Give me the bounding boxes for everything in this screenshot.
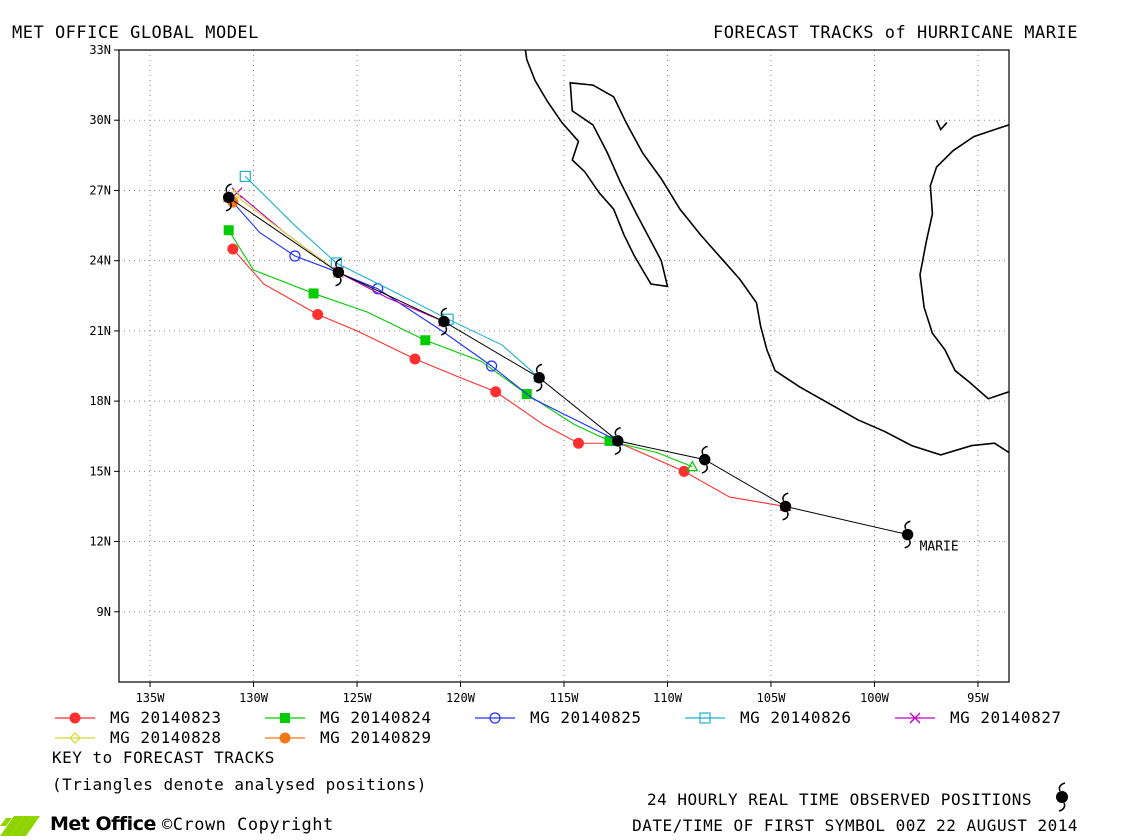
coast-line (919, 124, 1009, 400)
legend-marker (280, 713, 290, 723)
forecast-position-marker (485, 360, 498, 372)
tick-label-lon: 95W (967, 691, 989, 705)
legend-marker (489, 712, 501, 724)
analysed-position-marker (686, 460, 699, 472)
chart-title: FORECAST TRACKS of HURRICANE MARIE (713, 23, 1078, 43)
tick-label-lat: 12N (89, 535, 111, 549)
observed-track (222, 183, 914, 549)
storm-label: MARIE (920, 540, 959, 555)
legend-triangle-note: (Triangles denote analysed positions) (52, 775, 427, 794)
legend-marker (909, 712, 921, 724)
observed-position-symbol (438, 307, 450, 336)
legend-label: MG 20140825 (530, 708, 642, 727)
observed-position-symbol (699, 445, 711, 474)
forecast-position-marker (409, 353, 421, 365)
forecast-position-marker (312, 309, 324, 321)
tick-label-lon: 125W (343, 691, 373, 705)
tick-label-lon: 110W (653, 691, 683, 705)
legend-marker (69, 712, 81, 724)
observed-position-symbol (332, 258, 345, 287)
observed-position-symbol (533, 363, 545, 392)
legend-marker (69, 732, 81, 744)
series-line (234, 194, 339, 273)
observed-position-symbol (222, 183, 235, 212)
coastline (524, 50, 1009, 456)
forecast-position-marker (572, 437, 584, 449)
tick-label-lon: 120W (446, 691, 476, 705)
forecast-position-marker (227, 243, 239, 255)
tick-label-lat: 9N (97, 605, 111, 619)
forecast-position-marker (490, 386, 502, 398)
forecast-position-marker (239, 170, 251, 182)
tick-label-lat: 21N (89, 324, 111, 338)
tick-label-lat: 24N (89, 254, 111, 268)
series-line (228, 229, 693, 468)
legend-label: MG 20140826 (740, 708, 852, 727)
series-line (232, 248, 786, 507)
legend-symbols (55, 712, 935, 744)
tick-label-lon: 115W (550, 691, 580, 705)
series-mg-20140826 (239, 170, 546, 383)
tick-label-lat: 33N (89, 43, 111, 57)
series-line (236, 192, 445, 323)
tick-label-lon: 130W (239, 691, 269, 705)
forecast-position-marker (289, 250, 301, 262)
observed-position-symbol (779, 492, 792, 521)
forecast-position-marker (420, 335, 431, 346)
legend-label: MG 20140827 (950, 708, 1062, 727)
forecast-position-marker (678, 465, 690, 477)
series-mg-20140825 (223, 191, 624, 446)
tick-label-lat: 18N (89, 394, 111, 408)
axis-ticks: 135W 130W 125W 120W 115W 110W 105W 100W 95W 9N 12N… (89, 43, 989, 705)
coast-line (524, 50, 1009, 456)
legend-marker (279, 732, 291, 744)
tick-label-lon: 105W (757, 691, 787, 705)
forecast-position-marker (604, 435, 615, 446)
legend-label: MG 20140823 (110, 708, 222, 727)
legend-label: MG 20140829 (320, 728, 432, 747)
tick-label-lon: 135W (136, 691, 166, 705)
observed-positions-label: 24 HOURLY REAL TIME OBSERVED POSITIONS (646, 790, 1032, 809)
series-line (244, 176, 540, 379)
tick-label-lat: 27N (89, 183, 111, 197)
legend-key-title: KEY to FORECAST TRACKS (52, 748, 275, 767)
legend-marker (699, 712, 711, 724)
coast-line (935, 119, 948, 132)
observed-symbol-key (1056, 782, 1068, 812)
series-mg-20140828 (229, 189, 345, 277)
forecast-position-marker (308, 288, 319, 299)
legend-label: MG 20140824 (320, 708, 432, 727)
tick-label-lat: 30N (89, 113, 111, 127)
observed-line (228, 197, 908, 536)
copyright: ©Crown Copyright (162, 815, 334, 835)
observed-position-symbol (612, 426, 624, 455)
legend-label: MG 20140828 (110, 728, 222, 747)
tick-label-lon: 100W (860, 691, 890, 705)
met-office-logo-icon (0, 816, 40, 836)
first-symbol-datetime: DATE/TIME OF FIRST SYMBOL 00Z 22 AUGUST … (632, 816, 1078, 835)
series-line (228, 197, 619, 442)
met-office-logo-text: Met Office (50, 813, 156, 835)
tick-label-lat: 15N (89, 464, 111, 478)
forecast-position-marker (223, 225, 234, 236)
model-title: MET OFFICE GLOBAL MODEL (12, 23, 259, 43)
series-mg-20140824 (223, 225, 699, 472)
observed-position-symbol (901, 520, 914, 549)
graticule (119, 49, 1009, 682)
series-mg-20140827 (231, 187, 450, 327)
observed-symbol-key-icon (1056, 782, 1068, 812)
